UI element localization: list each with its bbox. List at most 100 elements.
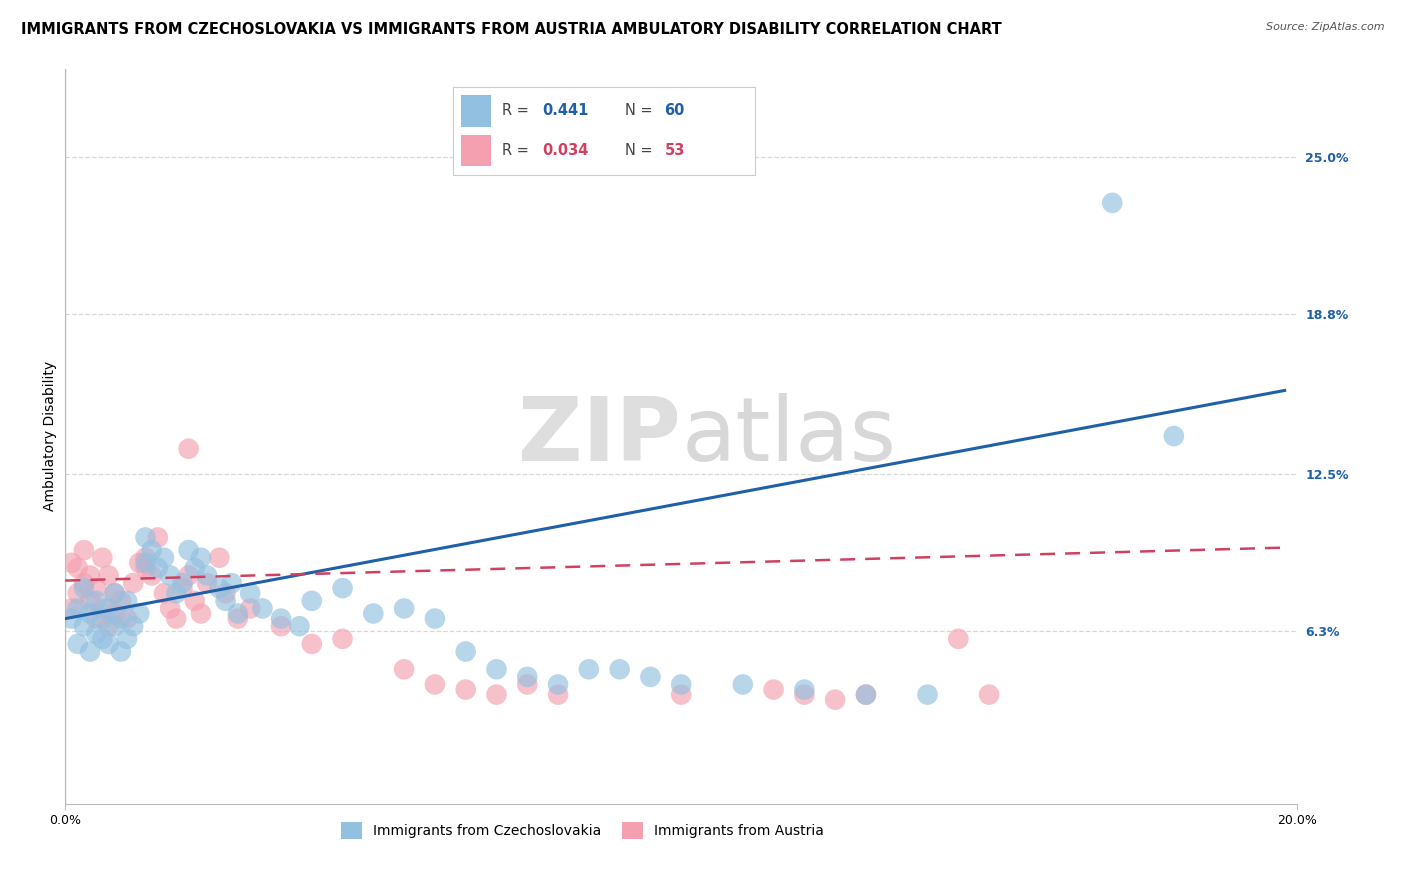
Point: [917, 688, 939, 702]
Point: [73, 619, 96, 633]
Point: [226, 611, 249, 625]
Point: [165, 586, 187, 600]
Point: [159, 568, 181, 582]
Point: [270, 611, 292, 625]
Point: [301, 637, 323, 651]
Point: [84, 627, 107, 641]
Point: [332, 581, 354, 595]
Point: [190, 607, 212, 621]
Point: [855, 688, 877, 702]
Point: [66, 586, 89, 600]
Point: [60, 556, 83, 570]
Point: [128, 556, 150, 570]
Point: [79, 568, 101, 582]
Point: [609, 662, 631, 676]
Point: [578, 662, 600, 676]
Point: [84, 594, 107, 608]
Point: [165, 611, 187, 625]
Text: Source: ZipAtlas.com: Source: ZipAtlas.com: [1267, 22, 1385, 32]
Point: [1101, 195, 1123, 210]
Point: [392, 601, 415, 615]
Point: [485, 662, 508, 676]
Point: [60, 611, 83, 625]
Point: [104, 586, 127, 600]
Point: [115, 594, 138, 608]
Point: [177, 442, 200, 456]
Point: [153, 550, 176, 565]
Point: [91, 611, 114, 625]
Text: IMMIGRANTS FROM CZECHOSLOVAKIA VS IMMIGRANTS FROM AUSTRIA AMBULATORY DISABILITY : IMMIGRANTS FROM CZECHOSLOVAKIA VS IMMIGR…: [21, 22, 1002, 37]
Point: [485, 688, 508, 702]
Point: [547, 688, 569, 702]
Point: [146, 561, 169, 575]
Point: [172, 581, 194, 595]
Point: [97, 637, 120, 651]
Point: [97, 568, 120, 582]
Point: [172, 576, 194, 591]
Point: [195, 568, 218, 582]
Point: [141, 568, 163, 582]
Point: [66, 601, 89, 615]
Y-axis label: Ambulatory Disability: Ambulatory Disability: [44, 361, 58, 511]
Point: [671, 677, 693, 691]
Point: [104, 619, 127, 633]
Point: [110, 611, 132, 625]
Point: [97, 601, 120, 615]
Point: [115, 611, 138, 625]
Point: [454, 682, 477, 697]
Point: [762, 682, 785, 697]
Point: [239, 586, 262, 600]
Point: [91, 601, 114, 615]
Point: [640, 670, 662, 684]
Point: [184, 561, 207, 575]
Point: [423, 677, 446, 691]
Point: [146, 531, 169, 545]
Point: [793, 682, 815, 697]
Point: [363, 607, 385, 621]
Point: [301, 594, 323, 608]
Text: atlas: atlas: [682, 392, 897, 480]
Point: [177, 568, 200, 582]
Point: [60, 601, 83, 615]
Point: [134, 561, 156, 575]
Point: [91, 550, 114, 565]
Point: [423, 611, 446, 625]
Point: [392, 662, 415, 676]
Point: [84, 581, 107, 595]
Point: [128, 607, 150, 621]
Point: [221, 576, 243, 591]
Point: [547, 677, 569, 691]
Point: [793, 688, 815, 702]
Point: [177, 543, 200, 558]
Point: [104, 607, 127, 621]
Point: [239, 601, 262, 615]
Point: [824, 692, 846, 706]
Point: [122, 576, 145, 591]
Point: [66, 637, 89, 651]
Point: [195, 576, 218, 591]
Point: [115, 632, 138, 646]
Point: [79, 607, 101, 621]
Point: [97, 619, 120, 633]
Point: [73, 576, 96, 591]
Point: [855, 688, 877, 702]
Point: [671, 688, 693, 702]
Point: [190, 550, 212, 565]
Point: [91, 632, 114, 646]
Point: [208, 581, 231, 595]
Point: [110, 594, 132, 608]
Point: [226, 607, 249, 621]
Point: [184, 594, 207, 608]
Point: [288, 619, 311, 633]
Point: [153, 586, 176, 600]
Point: [516, 670, 538, 684]
Point: [84, 611, 107, 625]
Point: [214, 594, 236, 608]
Point: [104, 586, 127, 600]
Point: [79, 594, 101, 608]
Point: [252, 601, 274, 615]
Point: [73, 581, 96, 595]
Point: [1163, 429, 1185, 443]
Point: [79, 644, 101, 658]
Point: [134, 550, 156, 565]
